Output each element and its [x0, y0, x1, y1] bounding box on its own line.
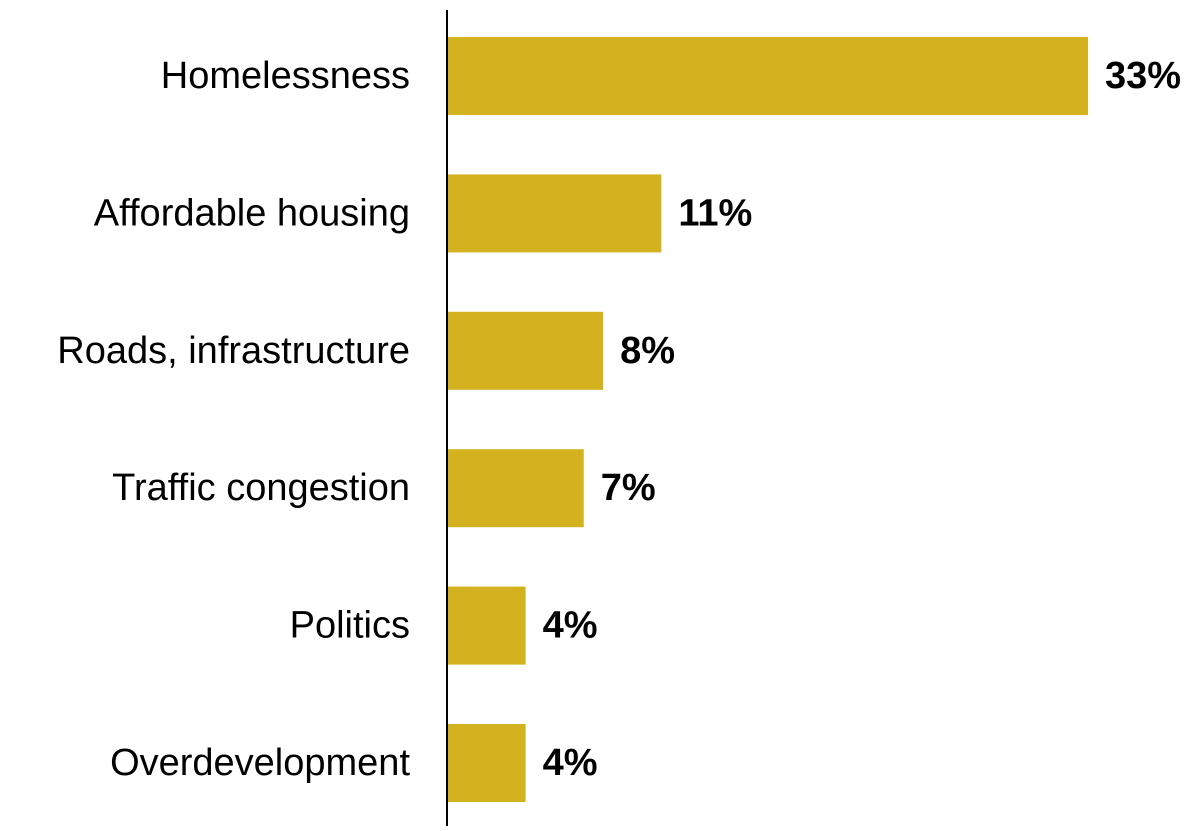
- bar: [448, 311, 604, 390]
- bar: [448, 37, 1088, 115]
- bar: [448, 449, 584, 528]
- data-label: 7%: [601, 467, 656, 509]
- category-label: Traffic congestion: [112, 467, 410, 509]
- bar: [448, 724, 526, 802]
- data-label: 8%: [620, 330, 675, 372]
- data-label: 4%: [543, 742, 598, 784]
- category-label: Roads, infrastructure: [57, 330, 410, 372]
- data-label: 4%: [543, 605, 598, 647]
- category-label: Affordable housing: [94, 192, 410, 234]
- data-label: 11%: [678, 192, 752, 234]
- data-label: 33%: [1105, 55, 1181, 97]
- bar: [448, 586, 526, 665]
- bar: [448, 174, 662, 253]
- category-label: Homelessness: [161, 55, 410, 97]
- category-label: Overdevelopment: [110, 742, 410, 784]
- category-label: Politics: [290, 605, 410, 647]
